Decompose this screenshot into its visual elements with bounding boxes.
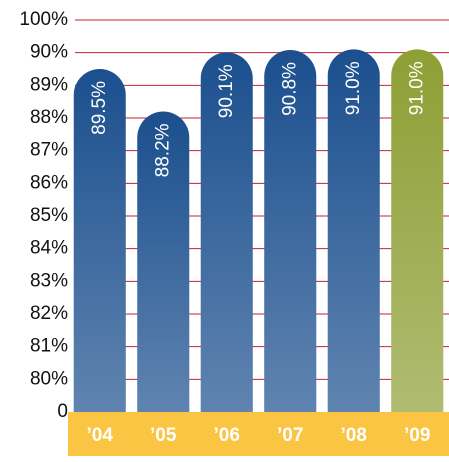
x-tick-label: ’05 [150, 425, 177, 446]
y-tick-label: 81% [30, 336, 68, 357]
x-tick-label: ’08 [341, 425, 367, 446]
y-tick-label: 83% [30, 270, 68, 291]
value-label: 90.1% [216, 64, 237, 118]
bar-shade [264, 50, 317, 412]
y-tick-label: 85% [30, 205, 68, 226]
x-tick-label: ’09 [404, 425, 430, 446]
y-tick-label: 0 [57, 401, 68, 422]
y-tick-label: 100% [19, 9, 68, 30]
y-tick-label: 86% [30, 172, 68, 193]
bar-shade [73, 69, 126, 412]
bar-shade [327, 49, 380, 413]
value-label: 88.2% [152, 123, 173, 177]
y-tick-label: 82% [30, 303, 68, 324]
value-label: 91.0% [406, 61, 427, 115]
x-tick-label: ’06 [214, 425, 240, 446]
bar-shade [391, 49, 444, 413]
bar-shade [137, 111, 190, 412]
y-tick-label: 87% [30, 140, 68, 161]
y-tick-label: 90% [30, 42, 68, 63]
value-label: 89.5% [89, 81, 110, 135]
y-tick-label: 89% [30, 74, 68, 95]
x-tick-label: ’07 [277, 425, 303, 446]
category-band [68, 412, 449, 456]
y-tick-label: 84% [30, 238, 68, 259]
y-tick-label: 88% [30, 107, 68, 128]
x-tick-label: ’04 [87, 425, 114, 446]
y-tick-label: 80% [30, 368, 68, 389]
value-label: 91.0% [343, 61, 364, 115]
value-label: 90.8% [279, 62, 300, 116]
bar-shade [200, 52, 253, 412]
